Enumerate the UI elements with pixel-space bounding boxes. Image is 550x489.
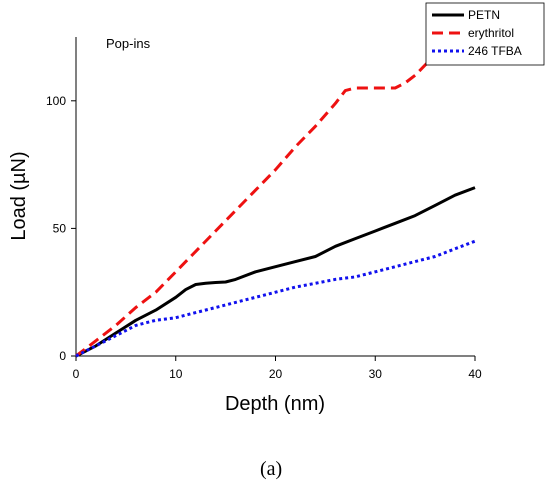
legend-box (425, 2, 545, 66)
x-tick-label: 0 (73, 367, 80, 381)
x-tick-label: 20 (269, 367, 283, 381)
x-ticks: 0 10 20 30 40 (73, 356, 482, 381)
y-tick-label: 50 (53, 221, 67, 235)
legend: PETN erythritol 246 TFBA (425, 2, 545, 66)
series-group (75, 53, 476, 358)
x-tick-label: 30 (369, 367, 383, 381)
x-axis-title: Depth (nm) (225, 393, 325, 415)
figure-caption: (a) (260, 458, 282, 480)
series-line-petn (75, 186, 476, 358)
y-ticks: 0 50 100 (46, 94, 76, 363)
y-tick-label: 0 (59, 349, 66, 363)
y-tick-label: 100 (46, 94, 66, 108)
series-line-246-tfba (75, 239, 476, 358)
y-axis-title: Load (µN) (8, 151, 30, 240)
x-tick-label: 40 (468, 367, 482, 381)
annotation-pop-ins: Pop-ins (106, 36, 151, 51)
legend-label: PETN (468, 8, 500, 22)
legend-label: erythritol (468, 26, 514, 40)
legend-label: 246 TFBA (468, 44, 522, 58)
x-tick-label: 10 (169, 367, 183, 381)
series-line-erythritol (75, 53, 437, 358)
